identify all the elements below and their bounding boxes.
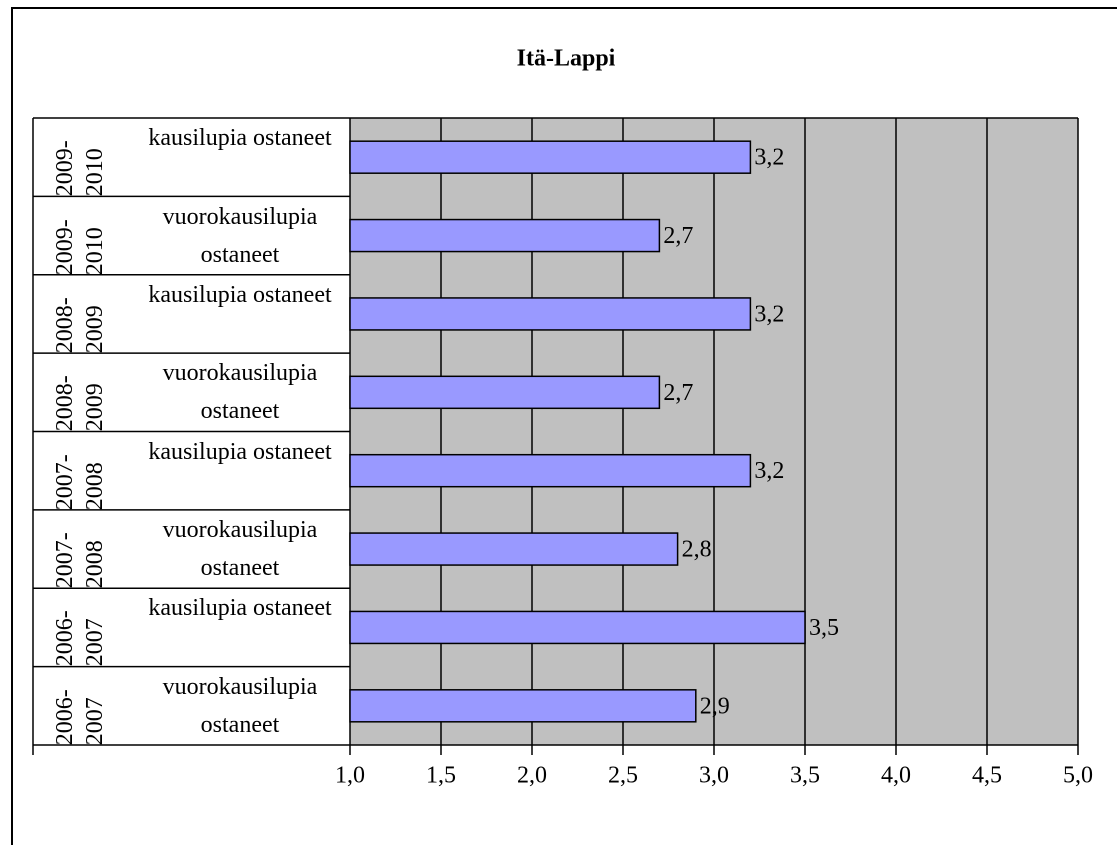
x-tick-label: 1,0: [335, 763, 365, 789]
period-label: 2006-2007: [52, 610, 108, 667]
period-label: 2008-2009: [52, 375, 108, 432]
value-label: 3,2: [754, 301, 784, 327]
group-label: kausilupia ostaneet: [148, 438, 332, 465]
x-tick-label: 2,5: [608, 763, 638, 789]
bar: [349, 218, 661, 253]
period-label: 2007-2008: [52, 532, 108, 589]
x-tick-label: 4,0: [881, 763, 911, 789]
value-label: 2,8: [682, 537, 712, 563]
group-label: kausilupia ostaneet: [148, 125, 332, 152]
bar: [349, 140, 752, 174]
group-label: vuorokausilupia ostaneet: [162, 360, 318, 425]
bar: [349, 610, 806, 645]
bar: [349, 689, 697, 723]
bar: [349, 532, 679, 566]
x-tick-label: 2,0: [517, 763, 547, 789]
period-label: 2007-2008: [52, 453, 108, 510]
period-label: 2008-2009: [52, 297, 108, 354]
x-tick-label: 1,5: [426, 763, 456, 789]
group-label: kausilupia ostaneet: [148, 281, 332, 308]
value-label: 2,7: [663, 380, 693, 406]
bar: [349, 297, 752, 331]
chart-title: Itä-Lappi: [517, 46, 616, 72]
x-tick-label: 5,0: [1063, 763, 1093, 789]
period-label: 2009-2010: [52, 140, 108, 197]
group-label: vuorokausilupia ostaneet: [162, 203, 318, 268]
value-label: 2,7: [663, 223, 693, 249]
value-label: 3,2: [754, 145, 784, 171]
bar: [349, 375, 661, 410]
group-label: vuorokausilupia ostaneet: [162, 517, 318, 582]
group-label: kausilupia ostaneet: [148, 595, 332, 622]
x-tick-label: 3,5: [790, 763, 820, 789]
group-label: vuorokausilupia ostaneet: [162, 673, 318, 738]
x-tick-label: 3,0: [699, 763, 729, 789]
value-label: 3,5: [809, 615, 839, 641]
x-tick-label: 4,5: [972, 763, 1002, 789]
period-label: 2009-2010: [52, 218, 108, 275]
value-label: 3,2: [754, 458, 784, 484]
value-label: 2,9: [700, 693, 730, 719]
bar: [349, 453, 752, 488]
period-label: 2006-2007: [52, 689, 108, 745]
